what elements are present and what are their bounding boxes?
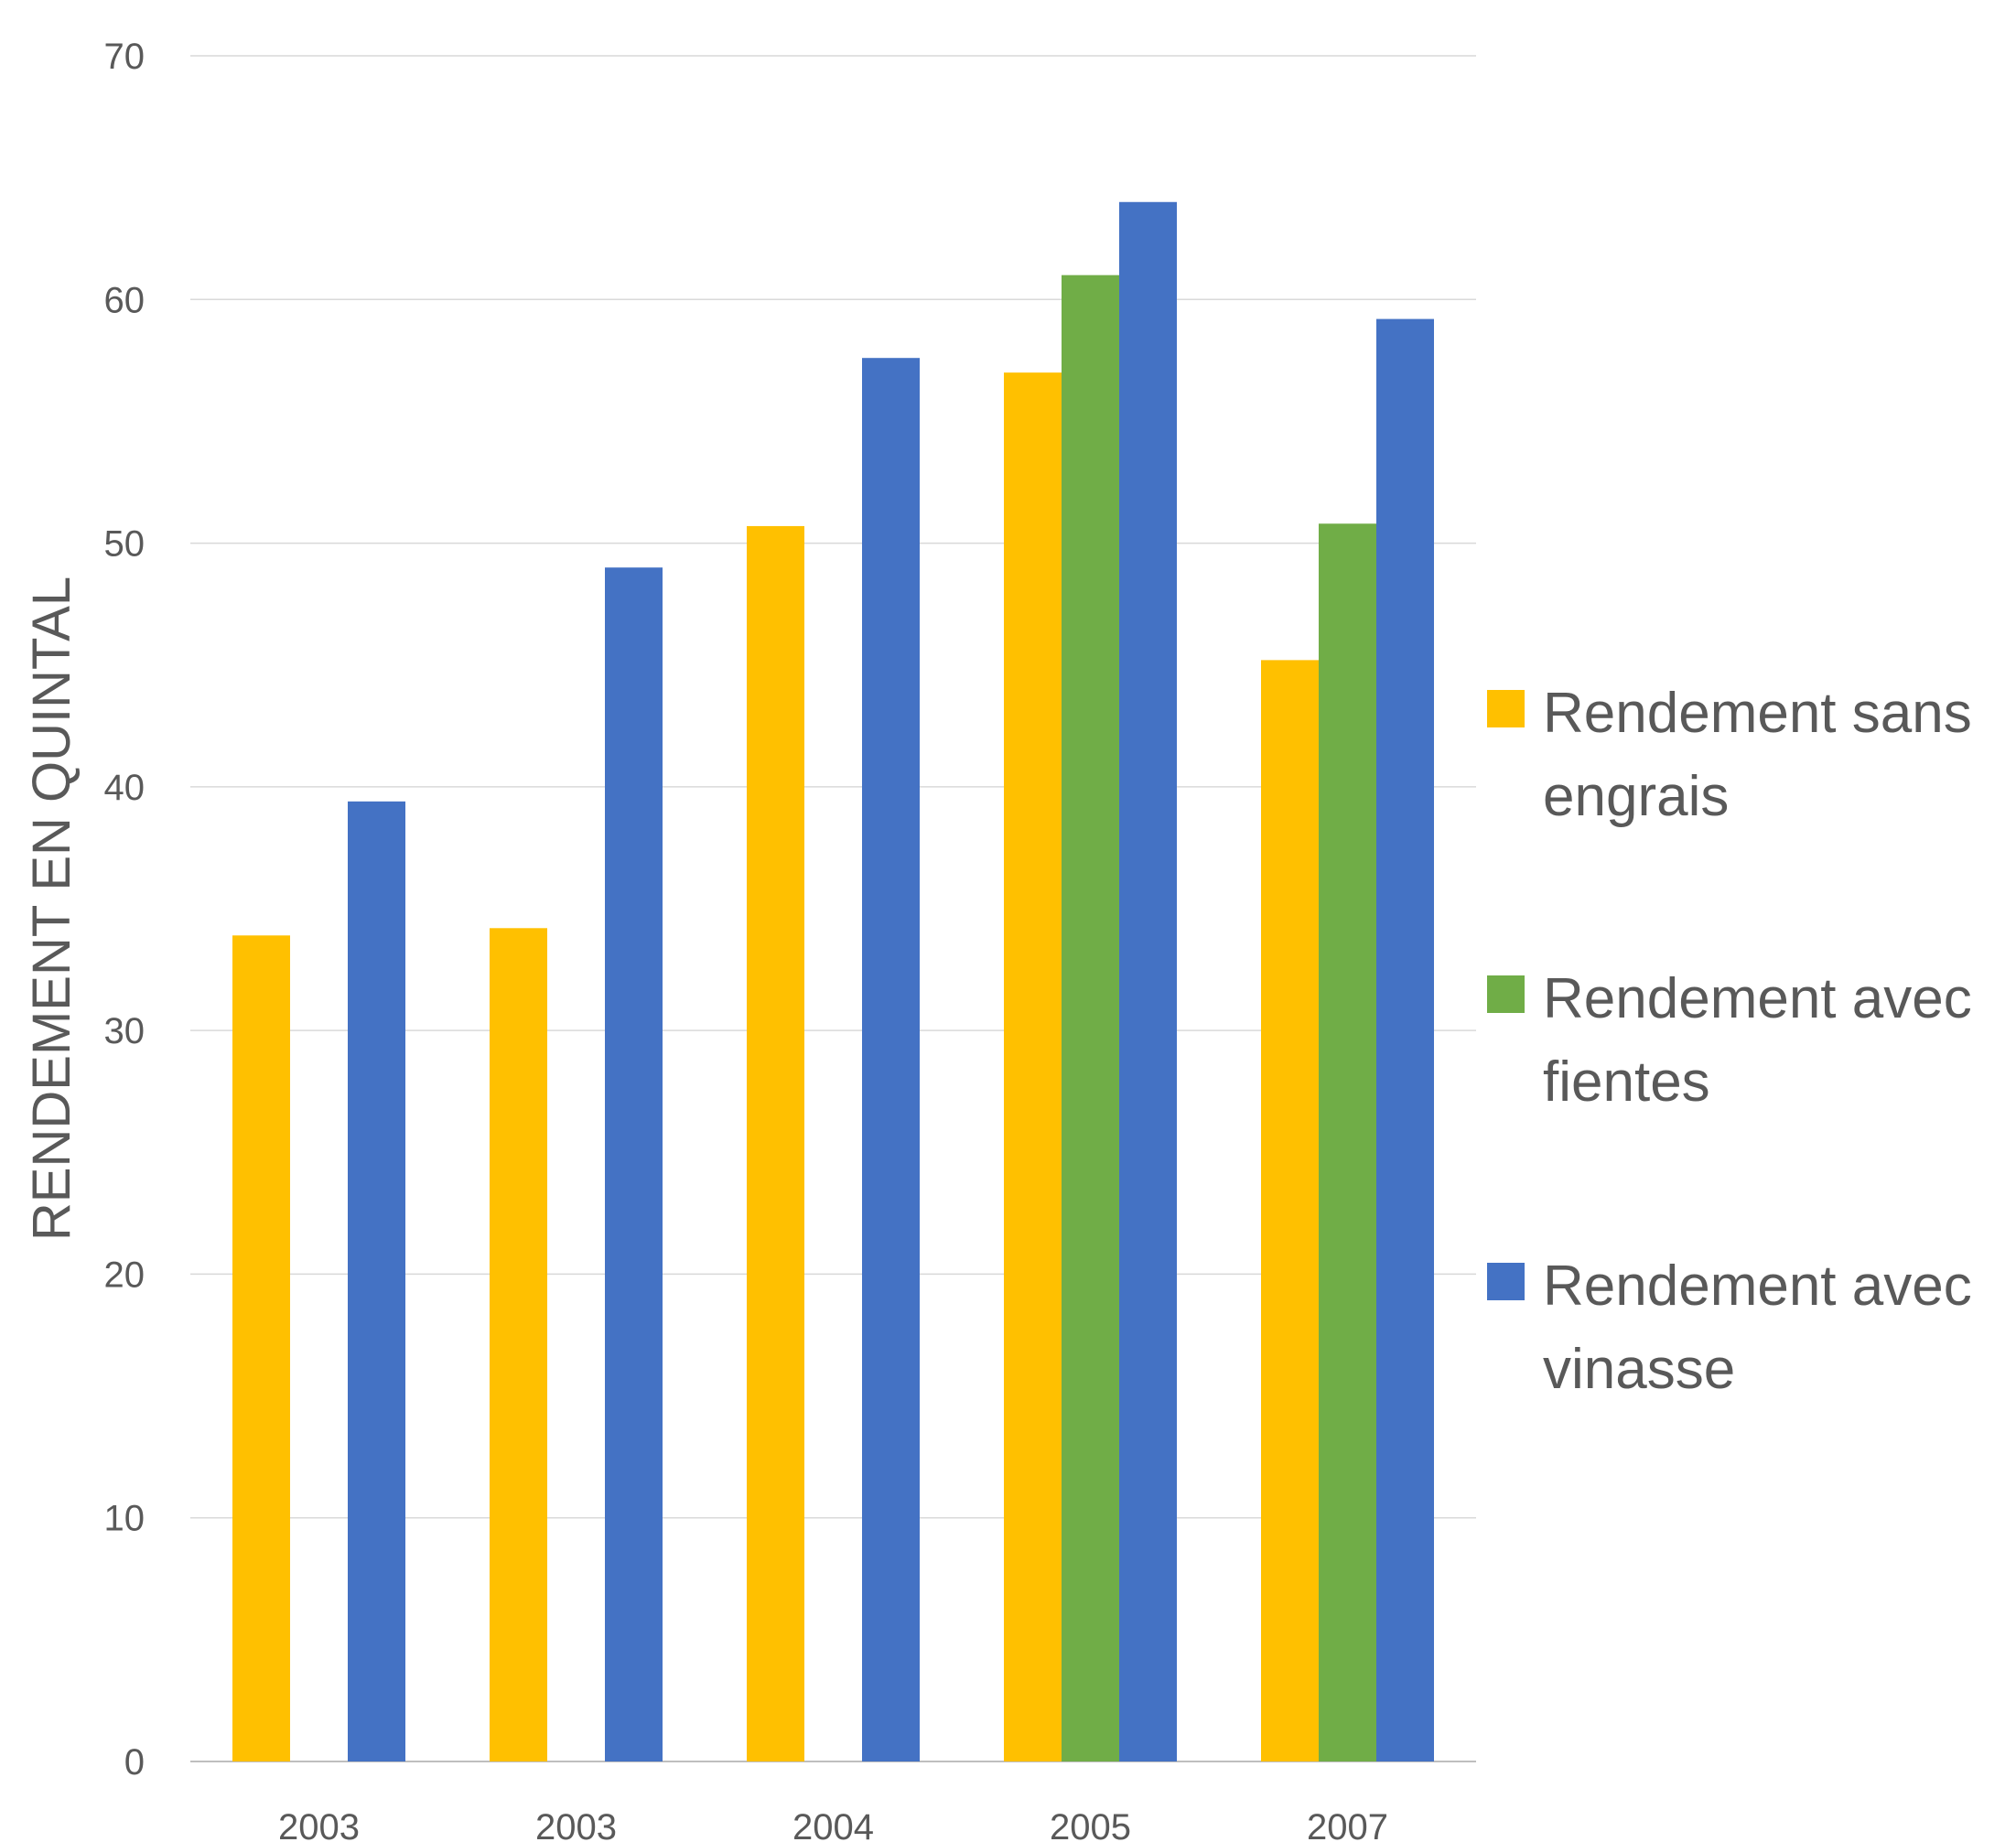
- x-tick-labels: 2003 2003 2004 2005 2007: [278, 1807, 1388, 1842]
- y-tick-label-60: 60: [104, 280, 146, 320]
- y-tick-label-40: 40: [104, 768, 146, 808]
- y-tick-label-50: 50: [104, 524, 146, 565]
- legend: Rendement sans engrais Rendement avec fient…: [1487, 682, 1972, 1401]
- legend-label-0-line-0: Rendement sans: [1543, 682, 1972, 745]
- legend-swatch-0: [1487, 690, 1525, 727]
- bar-1-series-0: [490, 928, 547, 1761]
- bars: [232, 201, 1434, 1762]
- y-tick-label-20: 20: [104, 1255, 146, 1295]
- bar-0-series-0: [232, 935, 290, 1761]
- bar-4-series-0: [1261, 660, 1319, 1761]
- legend-label-1-line-1: fientes: [1543, 1050, 1710, 1114]
- legend-label-2-line-0: Rendement avec: [1543, 1255, 1972, 1318]
- legend-label-2-line-1: vinasse: [1543, 1338, 1735, 1401]
- legend-swatch-1: [1487, 975, 1525, 1013]
- y-tick-label-10: 10: [104, 1499, 146, 1539]
- legend-label-0-line-1: engrais: [1543, 765, 1729, 828]
- bar-3-series-2: [1119, 201, 1177, 1761]
- bar-2-series-2: [862, 358, 920, 1761]
- y-tick-label-30: 30: [104, 1011, 146, 1051]
- bar-3-series-0: [1004, 372, 1062, 1762]
- y-tick-label-70: 70: [104, 37, 146, 77]
- bar-4-series-2: [1376, 318, 1434, 1761]
- bar-3-series-1: [1062, 275, 1119, 1762]
- y-tick-label-0: 0: [124, 1742, 145, 1783]
- bar-1-series-2: [605, 567, 663, 1762]
- bar-2-series-0: [747, 525, 804, 1762]
- x-tick-label-2: 2004: [792, 1807, 874, 1842]
- x-tick-label-4: 2007: [1307, 1807, 1388, 1842]
- x-tick-label-3: 2005: [1050, 1807, 1131, 1842]
- y-tick-labels: 0 10 20 30 40 50 60 70: [104, 37, 146, 1783]
- legend-label-1-line-0: Rendement avec: [1543, 967, 1972, 1030]
- x-tick-label-1: 2003: [535, 1807, 617, 1842]
- x-tick-label-0: 2003: [278, 1807, 360, 1842]
- y-axis-title: RENDEMENT EN QUINTAL: [22, 576, 81, 1241]
- legend-swatch-2: [1487, 1263, 1525, 1300]
- bar-0-series-2: [348, 801, 405, 1762]
- bar-4-series-1: [1319, 523, 1376, 1761]
